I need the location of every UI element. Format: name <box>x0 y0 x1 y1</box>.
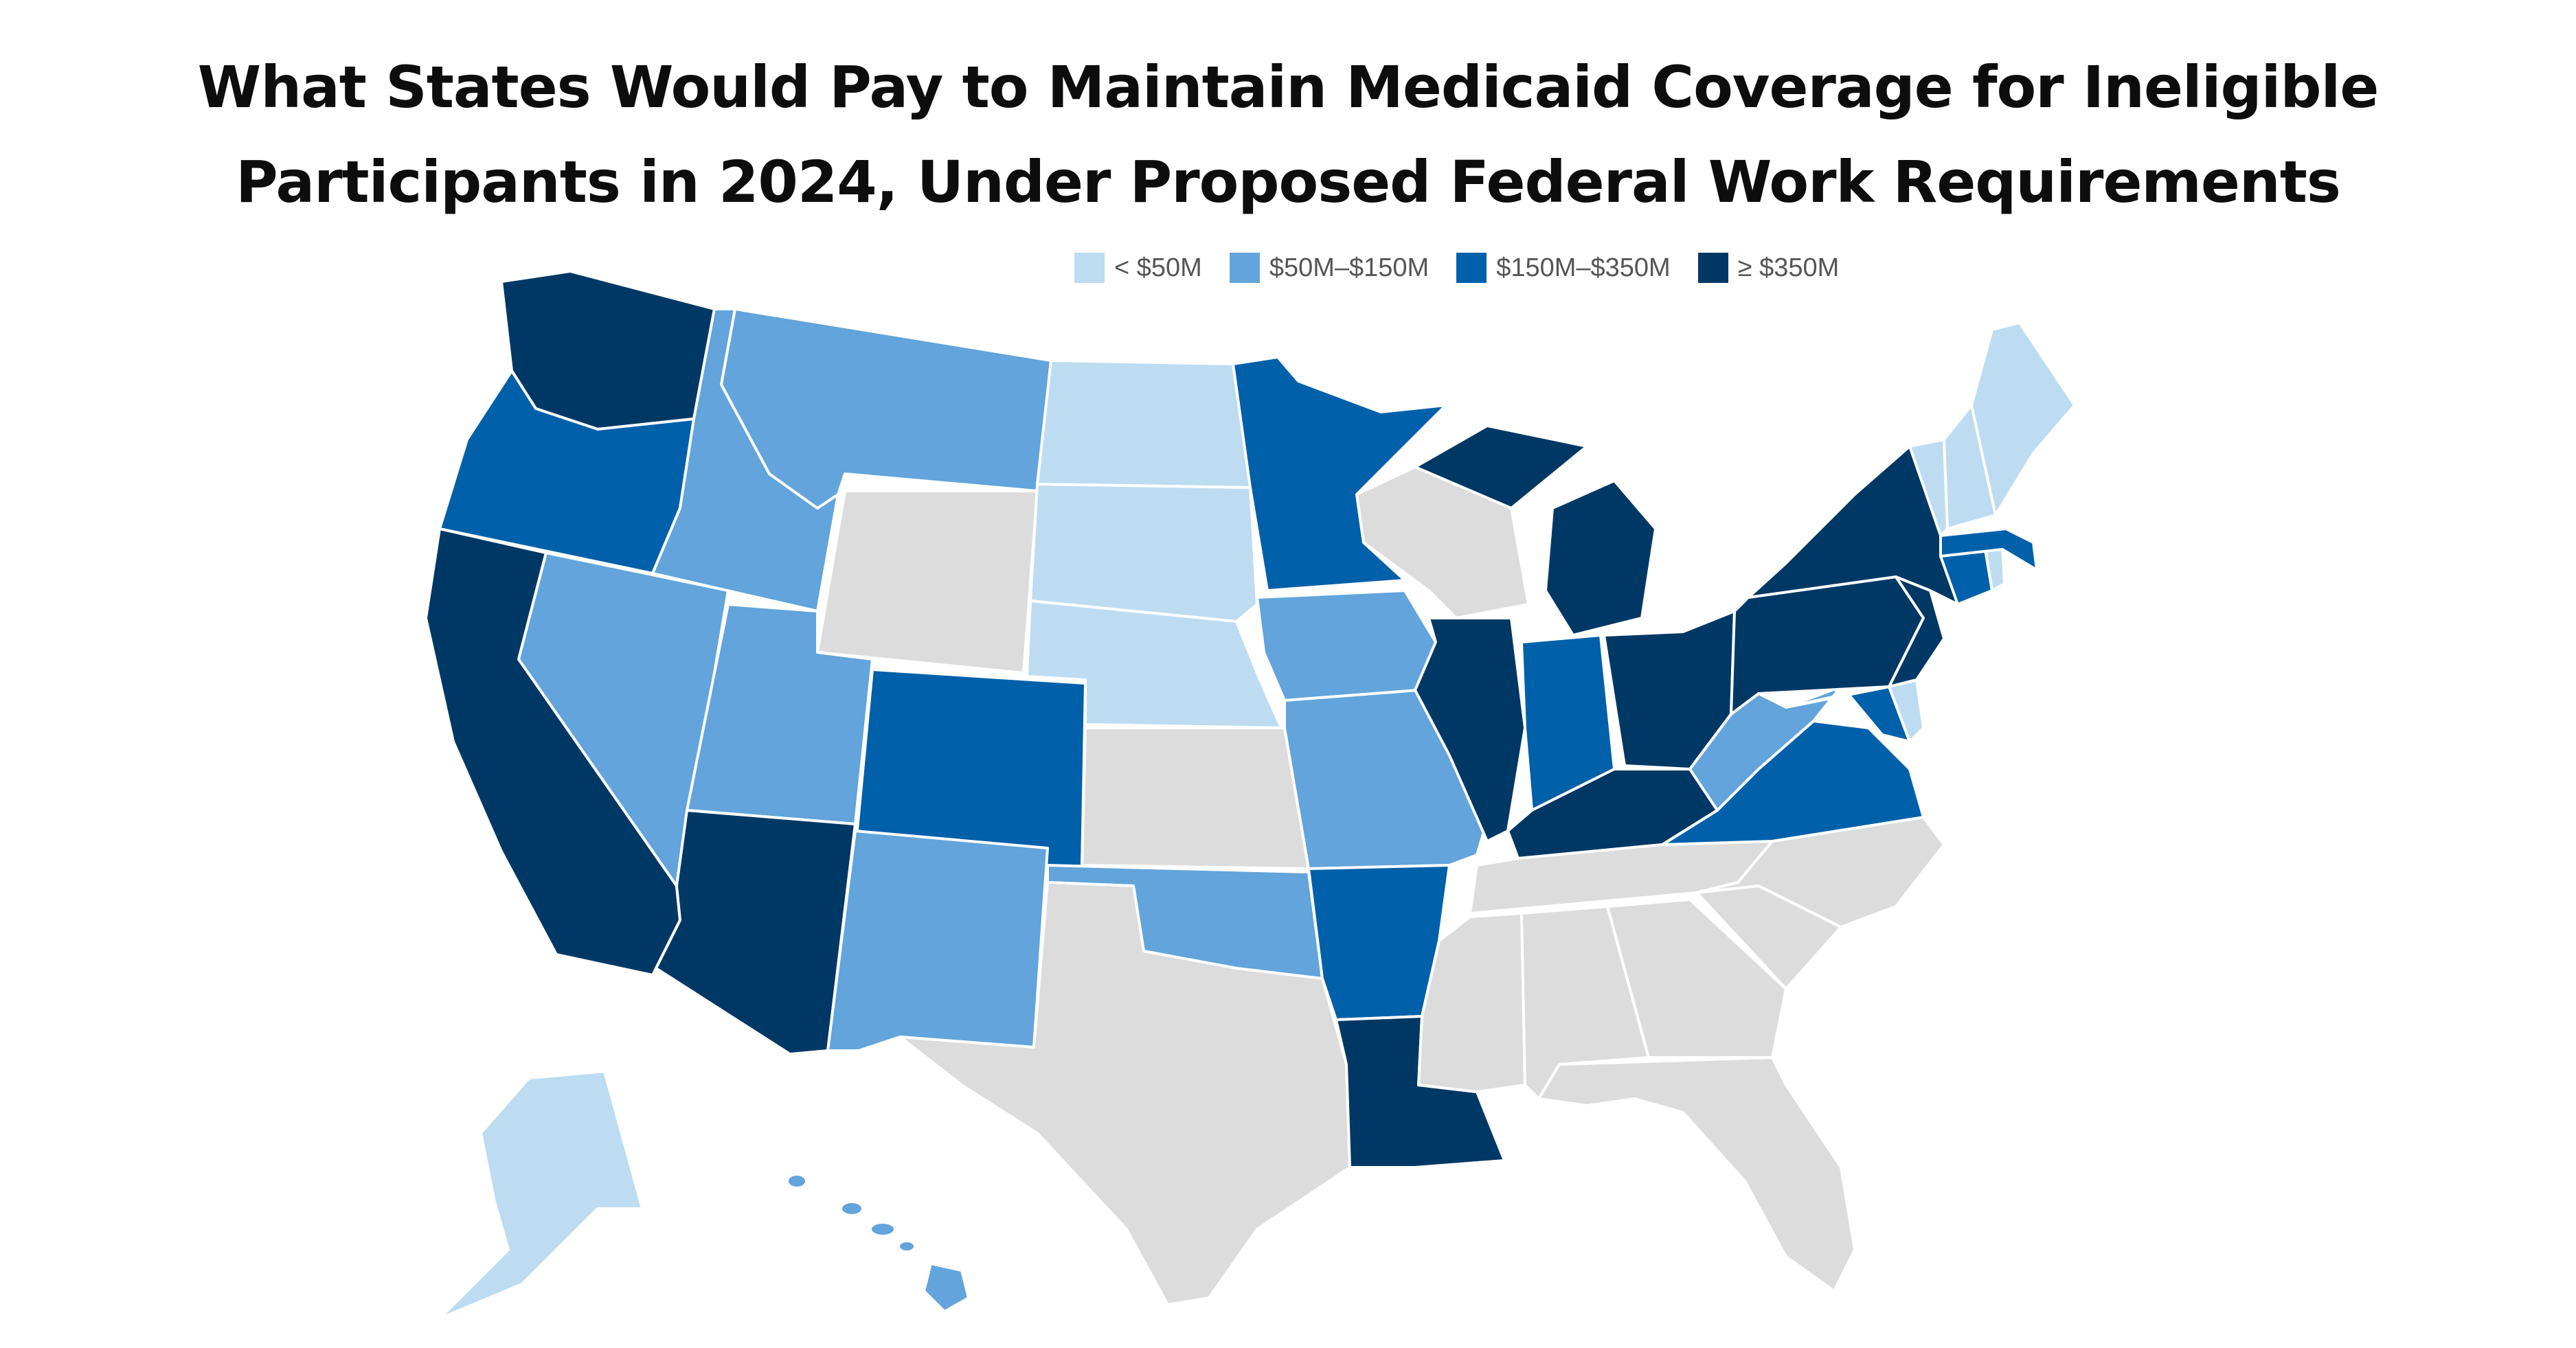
state-kansas[interactable] <box>1081 727 1310 870</box>
title-line-1: What States Would Pay to Maintain Medica… <box>197 54 2380 121</box>
state-iowa[interactable] <box>1256 589 1437 702</box>
legend-swatch <box>1074 253 1105 283</box>
state-nebraska[interactable] <box>1026 599 1283 729</box>
state-florida[interactable] <box>1537 1056 1856 1292</box>
legend-item-350m-plus: ≥ $350M <box>1697 253 1840 283</box>
state-georgia[interactable] <box>1606 898 1787 1059</box>
legend-swatch <box>1229 253 1260 283</box>
legend-item-150m-350m: $150M–$350M <box>1456 253 1671 283</box>
state-alaska[interactable] <box>438 1070 644 1320</box>
state-south-dakota[interactable] <box>1029 483 1258 623</box>
state-illinois[interactable] <box>1414 617 1526 843</box>
state-wyoming[interactable] <box>816 490 1039 674</box>
legend-label: $150M–$350M <box>1496 253 1671 282</box>
legend-item-50m-150m: $50M–$150M <box>1229 253 1430 283</box>
state-texas[interactable] <box>899 881 1351 1306</box>
state-maryland[interactable] <box>1785 685 1911 743</box>
state-arizona[interactable] <box>655 809 857 1055</box>
legend-label: ≥ $350M <box>1737 253 1840 282</box>
legend-label: < $50M <box>1114 253 1202 282</box>
legend-swatch <box>1697 253 1728 283</box>
state-new-jersey[interactable] <box>1888 575 1945 688</box>
state-michigan[interactable] <box>1414 424 1657 637</box>
state-hawaii[interactable] <box>786 1173 970 1313</box>
legend: < $50M $50M–$150M $150M–$350M ≥ $350M <box>1074 247 1866 288</box>
legend-label: $50M–$150M <box>1269 253 1430 282</box>
state-new-mexico[interactable] <box>826 830 1049 1052</box>
state-mississippi[interactable] <box>1417 912 1526 1093</box>
legend-item-under-50m: < $50M <box>1074 253 1202 283</box>
state-massachusetts[interactable] <box>1939 527 2038 571</box>
legend-swatch <box>1456 253 1487 283</box>
title-line-2: Participants in 2024, Under Proposed Fed… <box>236 148 2341 216</box>
state-north-dakota[interactable] <box>1036 359 1252 489</box>
state-maine[interactable] <box>1970 321 2076 516</box>
chart-title: What States Would Pay to Maintain Medica… <box>0 40 2576 229</box>
